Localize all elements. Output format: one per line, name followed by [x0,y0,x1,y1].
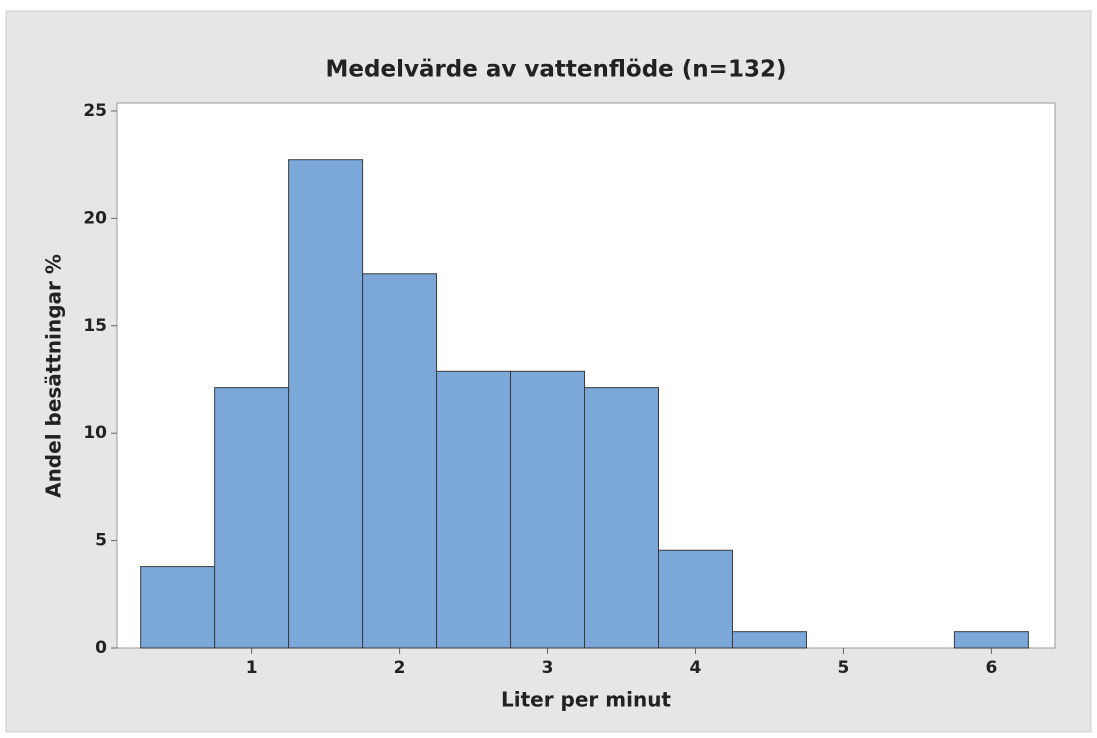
bar [657,549,733,649]
y-tick-label: 15 [83,316,107,336]
y-tick-label: 5 [95,531,107,551]
x-tick-label: 5 [838,658,850,678]
bar [731,631,807,649]
bar [362,273,438,649]
bar [214,387,290,649]
x-tick-label: 1 [246,658,258,678]
bar [953,631,1029,649]
y-tick-label: 10 [83,423,107,443]
chart-title: Medelvärde av vattenflöde (n=132) [326,57,787,83]
bar [140,566,216,649]
x-tick-label: 3 [542,658,554,678]
x-tick-label: 6 [985,658,997,678]
x-axis-label: Liter per minut [501,688,671,712]
x-tick-label: 4 [690,658,702,678]
y-tick-label: 20 [83,208,107,228]
x-tick-label: 2 [394,658,406,678]
bar [510,370,586,649]
bar [584,387,659,649]
y-axis-label: Andel besättningar % [42,254,66,498]
y-tick-label: 0 [95,638,107,658]
y-tick-label: 25 [83,101,107,121]
bar [436,370,512,649]
bar [288,159,364,649]
